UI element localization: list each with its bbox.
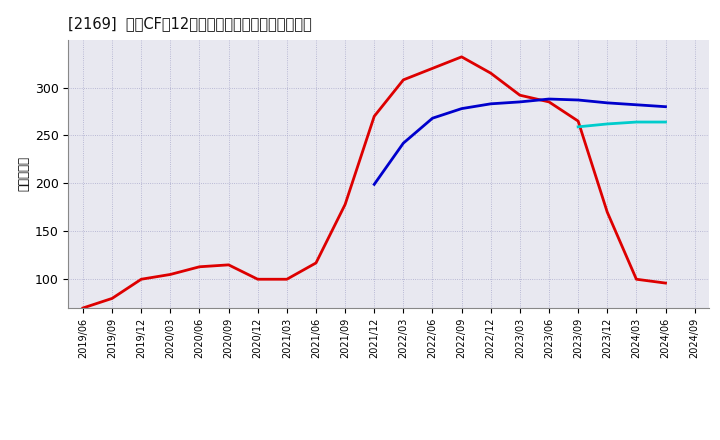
5年 <box>457 106 466 111</box>
7年 <box>661 119 670 125</box>
5年 <box>399 140 408 146</box>
3年 <box>603 209 611 215</box>
3年 <box>225 262 233 268</box>
3年 <box>487 70 495 76</box>
7年 <box>632 119 641 125</box>
3年 <box>399 77 408 83</box>
3年 <box>253 277 262 282</box>
3年 <box>428 66 437 71</box>
3年 <box>632 277 641 282</box>
5年 <box>545 96 554 102</box>
3年 <box>516 92 524 98</box>
3年 <box>370 114 379 119</box>
5年 <box>370 182 379 187</box>
3年 <box>166 272 175 277</box>
5年 <box>428 116 437 121</box>
3年 <box>195 264 204 269</box>
3年 <box>282 277 291 282</box>
3年 <box>661 280 670 286</box>
3年 <box>545 99 554 105</box>
5年 <box>516 99 524 105</box>
5年 <box>487 101 495 106</box>
Line: 7年: 7年 <box>578 122 665 127</box>
5年 <box>632 102 641 107</box>
3年 <box>312 260 320 266</box>
3年 <box>137 277 145 282</box>
3年 <box>108 296 117 301</box>
Line: 3年: 3年 <box>83 57 665 308</box>
Text: [2169]  投賄CFの12か月移動合計の標準偏差の推移: [2169] 投賄CFの12か月移動合計の標準偏差の推移 <box>68 16 312 32</box>
7年 <box>603 121 611 127</box>
Y-axis label: （百万円）: （百万円） <box>17 156 31 191</box>
3年 <box>457 54 466 59</box>
3年 <box>78 305 87 311</box>
Line: 5年: 5年 <box>374 99 665 184</box>
5年 <box>603 100 611 106</box>
3年 <box>341 202 349 207</box>
5年 <box>661 104 670 109</box>
3年 <box>574 118 582 124</box>
7年 <box>574 124 582 129</box>
5年 <box>574 97 582 103</box>
